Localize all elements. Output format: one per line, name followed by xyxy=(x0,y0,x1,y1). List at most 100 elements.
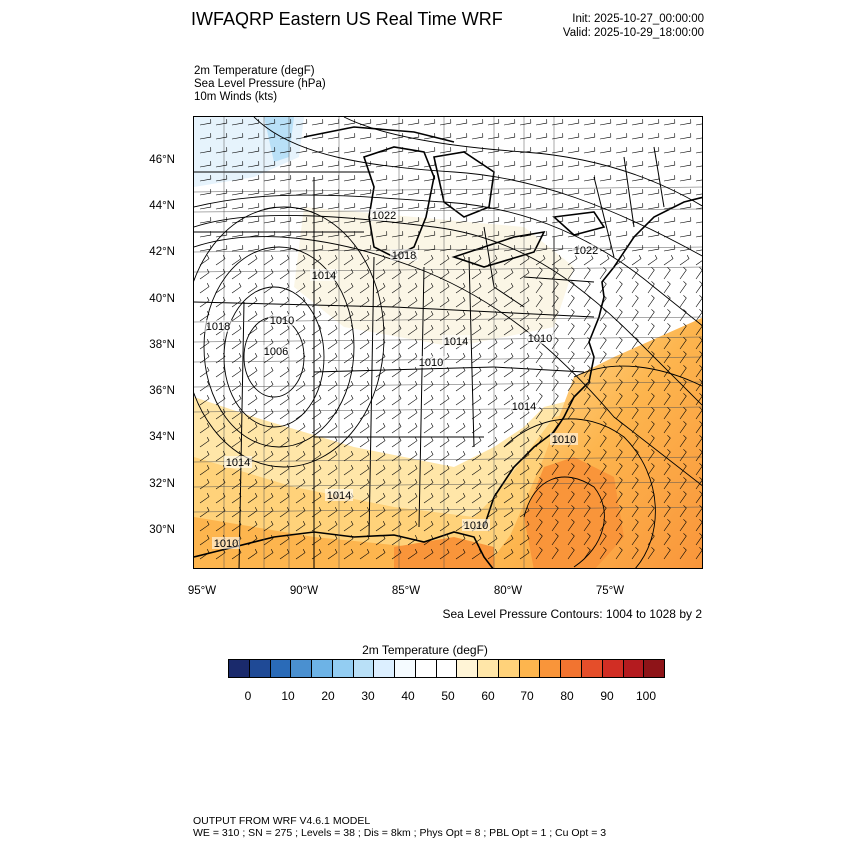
wind-barb xyxy=(359,133,372,140)
wind-barb xyxy=(663,147,676,154)
wind-barb xyxy=(423,161,436,168)
contour-1018 xyxy=(194,194,702,326)
wind-barb xyxy=(327,203,340,210)
colorbar-label: 20 xyxy=(321,689,335,703)
wind-barb xyxy=(279,203,292,210)
wind-barb xyxy=(327,147,340,154)
wind-barb xyxy=(407,520,418,532)
wind-barb xyxy=(663,231,676,238)
wind-barb xyxy=(199,450,210,462)
wind-barb xyxy=(615,147,628,154)
colorbar-swatch xyxy=(415,660,437,677)
wind-barb xyxy=(551,491,559,504)
wind-barb xyxy=(391,394,402,406)
wind-barb xyxy=(231,282,242,294)
wind-barb xyxy=(215,352,226,364)
wind-barb xyxy=(343,478,354,490)
wind-barb xyxy=(311,175,324,182)
wind-barb xyxy=(631,133,644,140)
wind-barb xyxy=(327,296,338,308)
wind-barb xyxy=(263,231,276,238)
wind-barb xyxy=(375,422,386,434)
wind-barb xyxy=(279,161,292,168)
wind-barb xyxy=(471,189,484,196)
wind-barb xyxy=(455,380,466,392)
wind-barb xyxy=(487,338,498,350)
wind-barb xyxy=(295,119,308,126)
wind-barb xyxy=(375,133,388,140)
wind-barb xyxy=(615,295,623,308)
wind-barb xyxy=(231,245,244,252)
wind-barb xyxy=(663,175,676,182)
wind-barb xyxy=(391,422,402,434)
wind-barb xyxy=(695,281,702,294)
colorbar-swatch xyxy=(332,660,354,677)
wind-barb xyxy=(631,147,644,154)
wind-barb xyxy=(535,435,543,448)
wind-barb xyxy=(215,175,228,182)
wind-barb xyxy=(503,231,516,238)
wind-barb xyxy=(471,408,482,420)
wind-barb xyxy=(327,231,340,238)
lat-label-32: 32°N xyxy=(149,478,175,490)
wind-barb xyxy=(215,203,228,210)
wind-barb xyxy=(615,254,626,266)
wind-barb xyxy=(263,296,274,308)
wind-barb xyxy=(695,379,702,392)
wind-barb xyxy=(231,175,244,182)
wind-barb xyxy=(199,506,210,518)
wind-barb xyxy=(647,175,660,182)
wind-barb xyxy=(359,520,370,532)
wind-barb xyxy=(583,449,591,462)
colorbar-swatch xyxy=(478,660,499,677)
wind-barb xyxy=(199,231,212,238)
wind-barb xyxy=(199,119,212,126)
wind-barb xyxy=(439,478,450,490)
wind-barb xyxy=(615,547,623,560)
pressure-label: 1014 xyxy=(512,401,536,413)
wind-barb xyxy=(327,548,338,560)
wind-barb xyxy=(599,365,607,378)
wind-barb xyxy=(695,137,702,140)
wind-barb xyxy=(487,310,498,322)
wind-barb xyxy=(215,338,226,350)
wind-barb xyxy=(647,547,655,560)
wind-barb xyxy=(247,394,258,406)
wind-barb xyxy=(487,217,500,224)
wind-barb xyxy=(647,323,655,336)
wind-barb xyxy=(487,478,498,490)
wind-barb xyxy=(199,422,210,434)
wind-barb xyxy=(311,147,324,154)
wind-barb xyxy=(343,217,356,224)
wind-barb xyxy=(199,245,212,252)
pressure-label: 1010 xyxy=(419,357,443,369)
wind-barb xyxy=(359,352,370,364)
wind-barb xyxy=(231,147,244,154)
wind-barb xyxy=(231,203,244,210)
wind-barb xyxy=(439,380,450,392)
wind-barb xyxy=(695,519,702,532)
wind-barb xyxy=(487,548,498,560)
wind-barb xyxy=(311,310,322,322)
wind-barb xyxy=(679,379,687,392)
wind-barb xyxy=(375,268,386,280)
colorbar-label: 0 xyxy=(244,689,252,703)
wind-barb xyxy=(407,492,418,504)
wind-barb xyxy=(631,217,644,224)
wind-barb xyxy=(695,393,702,406)
wind-barb xyxy=(391,478,402,490)
wind-barb xyxy=(679,267,687,280)
wind-barb xyxy=(231,217,244,224)
wind-barb xyxy=(423,506,434,518)
wind-barb xyxy=(375,408,386,420)
wind-barb xyxy=(295,161,308,168)
wind-barb xyxy=(631,254,642,266)
wind-barb xyxy=(551,505,559,518)
wind-barb xyxy=(295,254,306,266)
wind-barb xyxy=(439,296,450,308)
wind-barb xyxy=(487,394,498,406)
wind-barb xyxy=(615,245,628,252)
wind-barb xyxy=(343,310,354,322)
wind-barb xyxy=(391,231,404,238)
